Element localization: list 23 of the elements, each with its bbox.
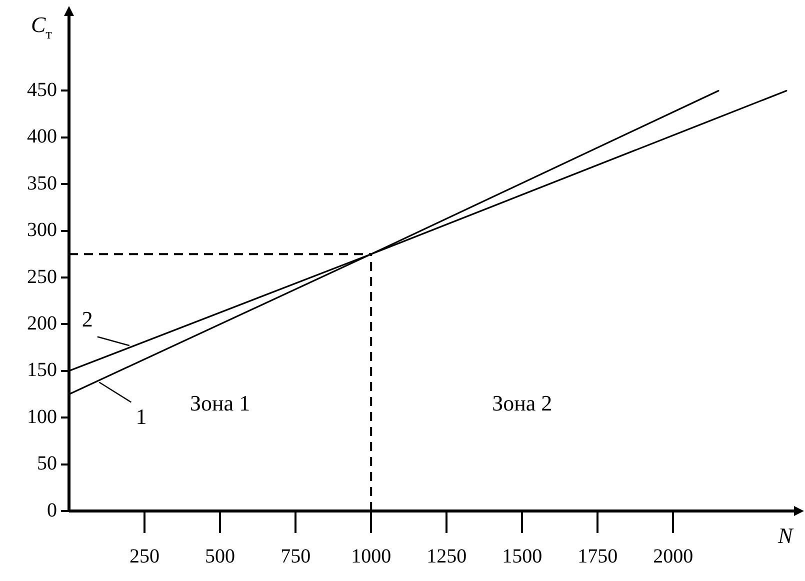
x-tick-label: 750 xyxy=(280,545,311,568)
y-tick-label: 400 xyxy=(27,126,57,148)
y-tick-label: 250 xyxy=(27,266,57,288)
x-tick-label: 2000 xyxy=(653,545,694,568)
x-tick-label: 1250 xyxy=(426,545,467,568)
y-tick-label: 0 xyxy=(47,499,57,522)
y-tick-label: 300 xyxy=(27,219,57,242)
annotation: Зона 1 xyxy=(190,390,250,416)
x-tick-label: 1750 xyxy=(578,545,618,568)
y-tick-label: 50 xyxy=(37,452,57,475)
y-tick-label: 350 xyxy=(27,172,57,194)
x-tick-label: 1000 xyxy=(351,545,392,568)
y-tick-label: 450 xyxy=(27,78,57,101)
y-tick-label: 200 xyxy=(27,312,57,334)
x-axis-title: N xyxy=(777,523,794,548)
annotation: Зона 2 xyxy=(492,390,552,416)
legend-label: 1 xyxy=(136,404,147,430)
x-tick-label: 500 xyxy=(205,545,236,568)
y-tick-label: 150 xyxy=(27,359,57,382)
y-tick-label: 100 xyxy=(27,406,57,428)
x-tick-label: 1500 xyxy=(502,545,542,568)
x-tick-label: 250 xyxy=(130,545,160,568)
series-label: 2 xyxy=(82,306,93,332)
